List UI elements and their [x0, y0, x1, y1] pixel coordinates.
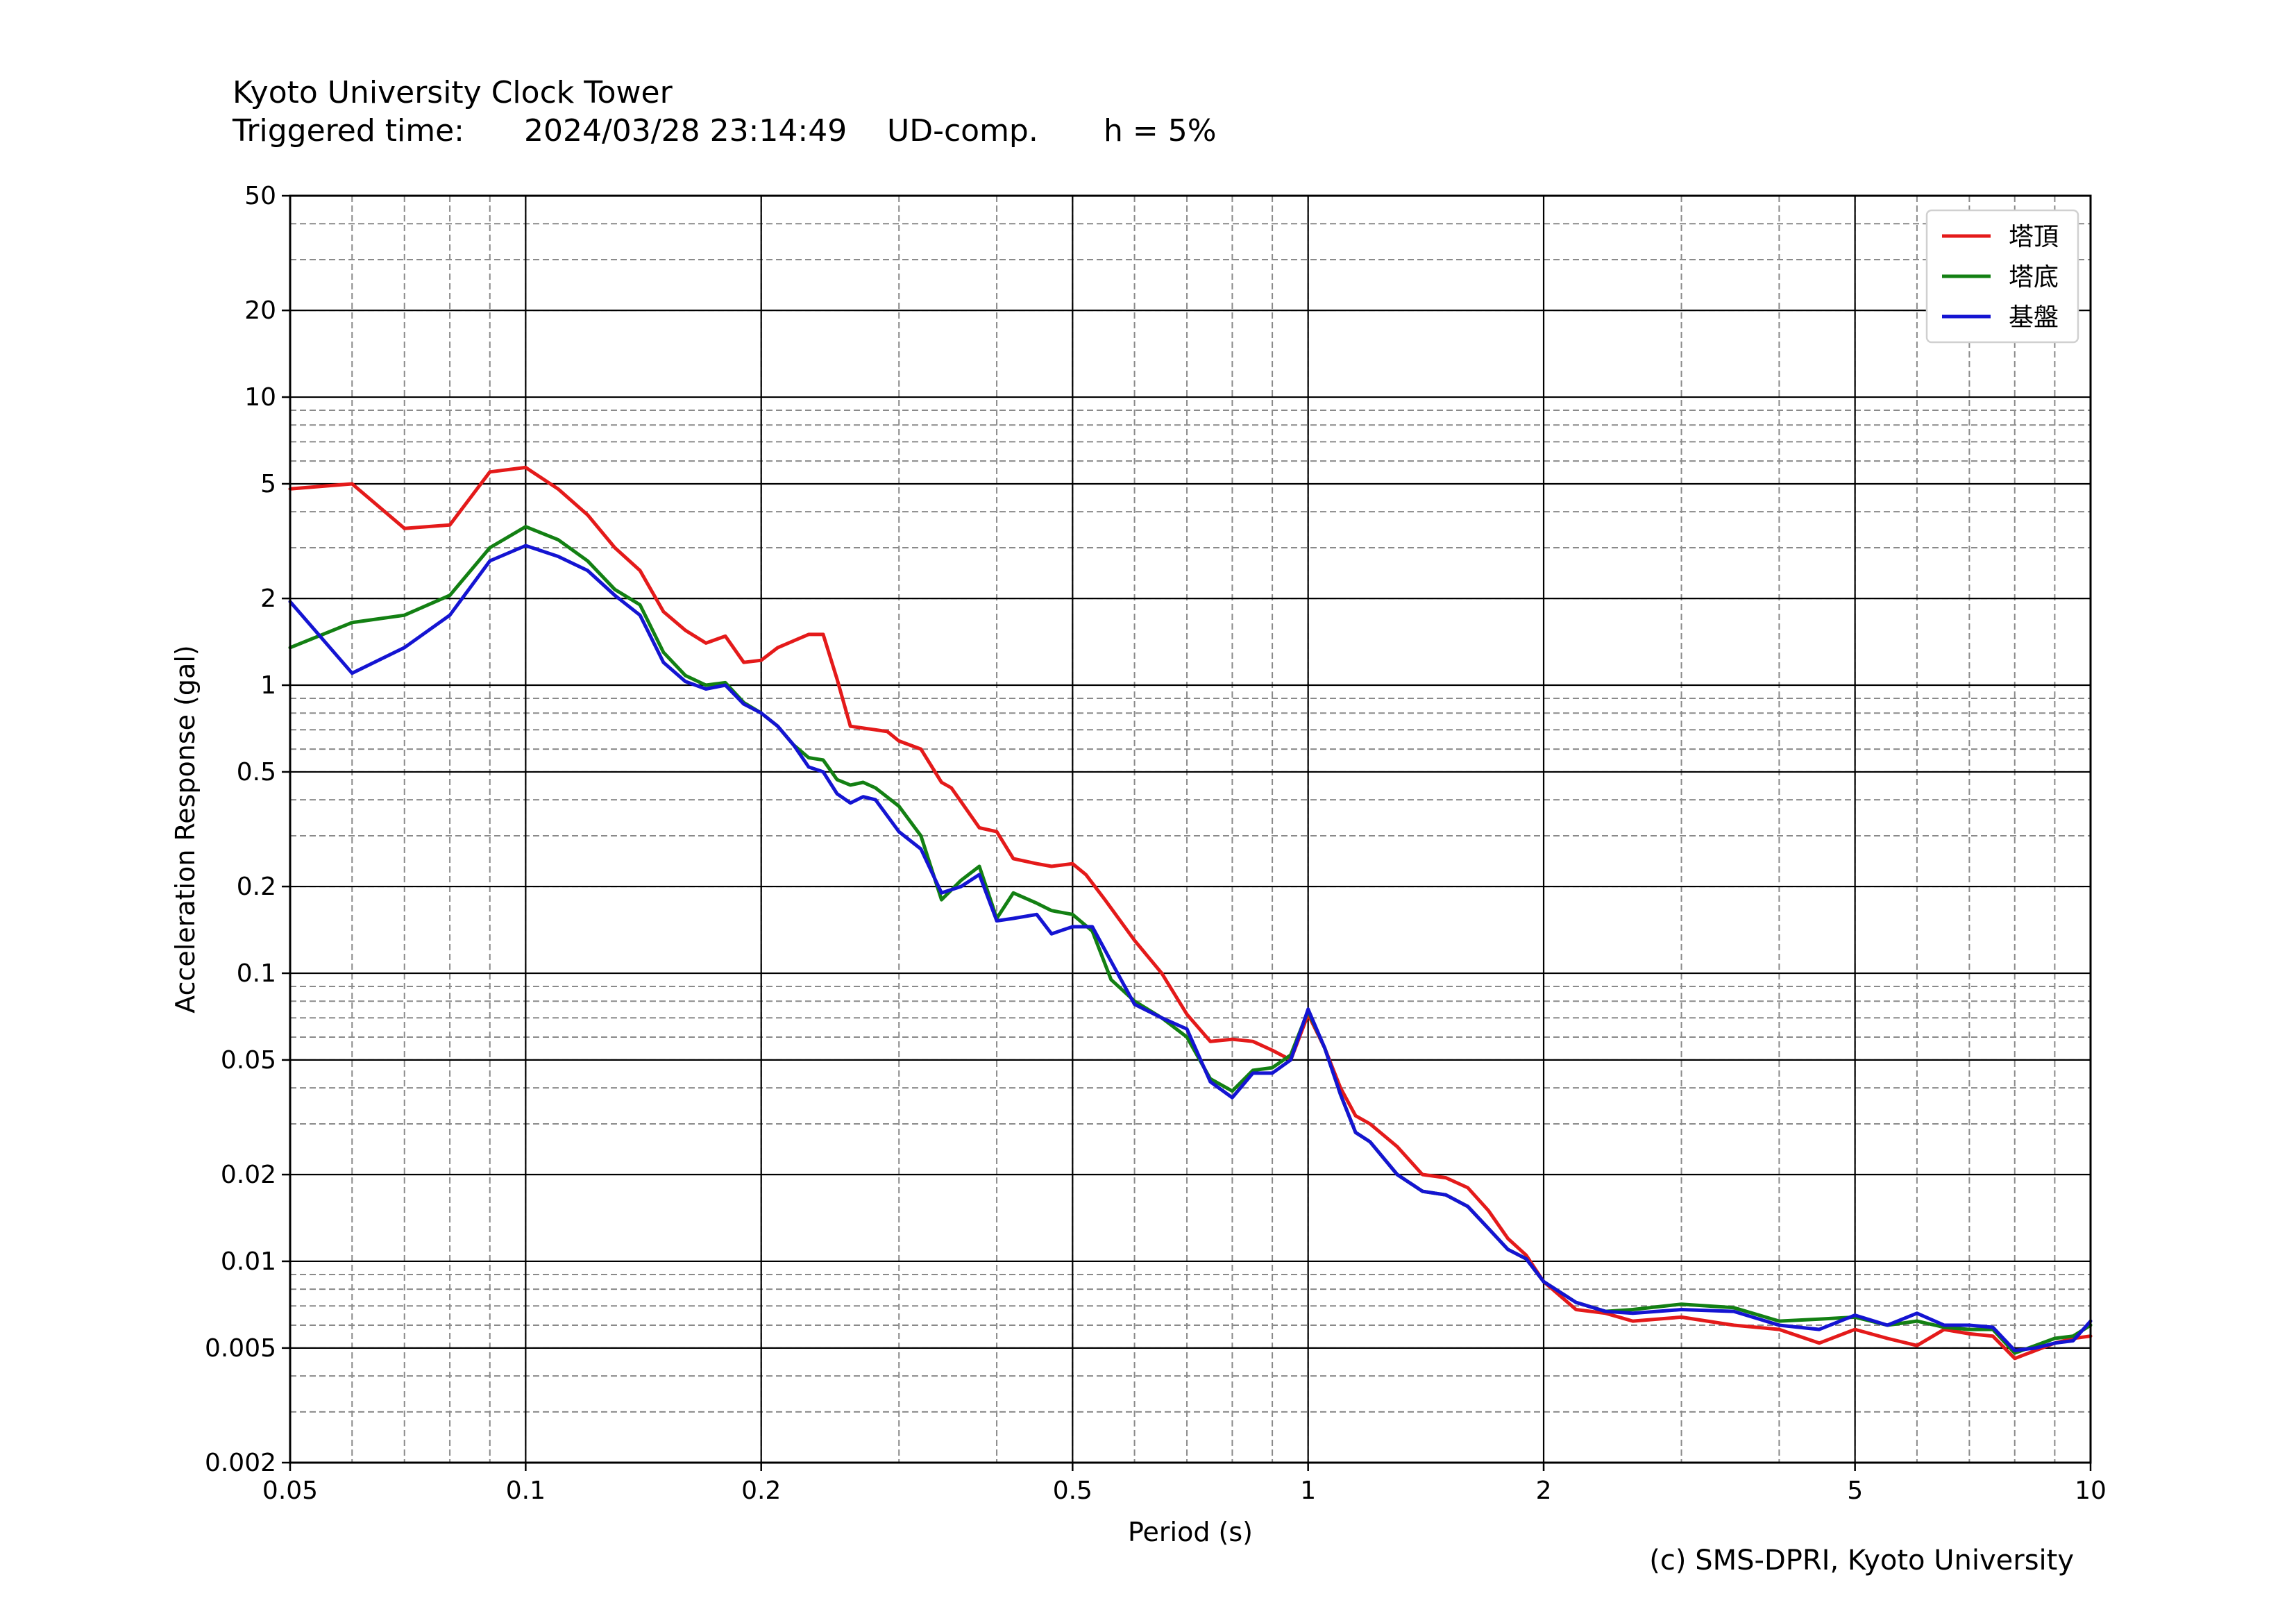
legend-box	[1925, 209, 2079, 344]
legend-label: 塔底	[2009, 263, 2059, 292]
trigger-time: 2024/03/28 23:14:49	[524, 113, 847, 149]
x-tick-label: 0.1	[506, 1477, 546, 1505]
y-tick-label: 0.002	[205, 1449, 276, 1477]
series-lines	[288, 465, 2093, 1361]
plot-frame	[289, 194, 2092, 1464]
component-label: UD-comp.	[887, 113, 1038, 149]
y-tick-label: 1	[260, 671, 276, 700]
trigger-label: Triggered time:	[233, 113, 464, 149]
series-line-基盤	[288, 544, 2093, 1352]
x-tick-label: 2	[1536, 1477, 1552, 1505]
y-tick-label: 10	[244, 383, 276, 412]
credit-text: (c) SMS-DPRI, Kyoto University	[1649, 1545, 2074, 1576]
y-tick-label: 20	[244, 296, 276, 325]
y-tick-label: 0.005	[205, 1334, 276, 1363]
x-tick-label: 5	[1847, 1477, 1863, 1505]
axis-ticks: 0.05 0.1 0.2 0.5 1 2 5 10 0.002 0.005 0.01 0.02 0.05…	[205, 182, 2107, 1505]
y-tick-label: 2	[260, 585, 276, 613]
major-gridlines	[289, 194, 2092, 1464]
series-line-塔底	[288, 525, 2093, 1355]
x-tick-label: 10	[2075, 1477, 2107, 1505]
y-axis-label: Acceleration Response (gal)	[170, 645, 201, 1013]
y-tick-label: 0.01	[221, 1247, 276, 1276]
y-tick-label: 0.05	[221, 1046, 276, 1075]
y-tick-label: 50	[244, 182, 276, 210]
y-tick-label: 0.1	[237, 959, 276, 988]
legend-label: 塔頂	[2009, 223, 2059, 251]
damping-label: h = 5%	[1104, 113, 1217, 149]
legend-label: 基盤	[2009, 303, 2059, 332]
x-tick-label: 0.05	[262, 1477, 318, 1505]
series-line-塔頂	[288, 465, 2093, 1361]
minor-gridlines	[289, 195, 2091, 1463]
x-tick-label: 0.5	[1053, 1477, 1092, 1505]
y-tick-label: 0.5	[237, 758, 276, 787]
x-axis-label: Period (s)	[1128, 1517, 1253, 1547]
x-tick-label: 0.2	[741, 1477, 781, 1505]
y-tick-label: 0.02	[221, 1161, 276, 1189]
station-title: Kyoto University Clock Tower	[233, 75, 673, 110]
x-tick-label: 1	[1300, 1477, 1316, 1505]
y-tick-label: 0.2	[237, 873, 276, 901]
y-tick-label: 5	[260, 470, 276, 498]
